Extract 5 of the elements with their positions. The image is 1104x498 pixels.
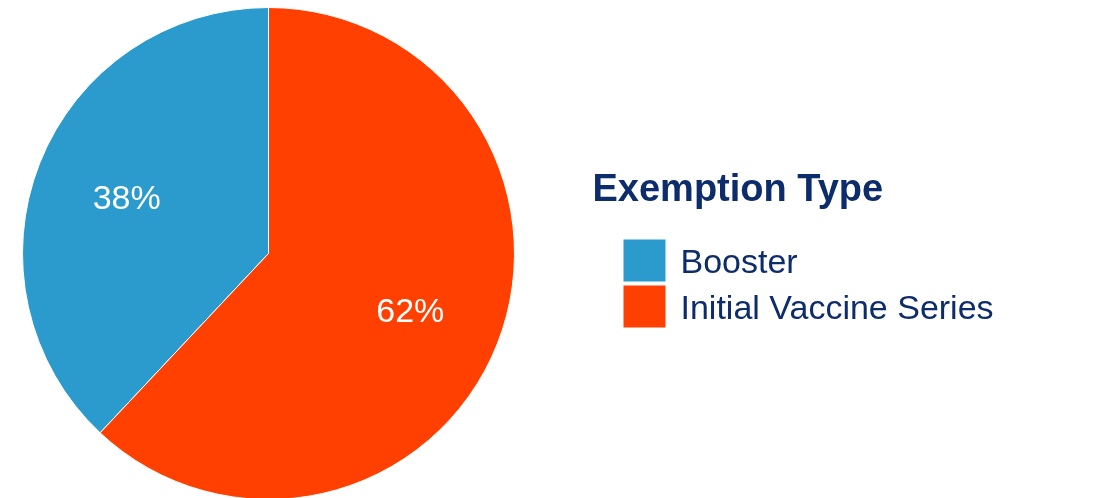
legend-label: Booster [680,241,798,280]
data-label: 62% [376,290,445,329]
legend-title: Exemption Type [592,166,884,209]
data-label: 38% [92,178,161,217]
legend-label: Initial Vaccine Series [680,287,994,326]
